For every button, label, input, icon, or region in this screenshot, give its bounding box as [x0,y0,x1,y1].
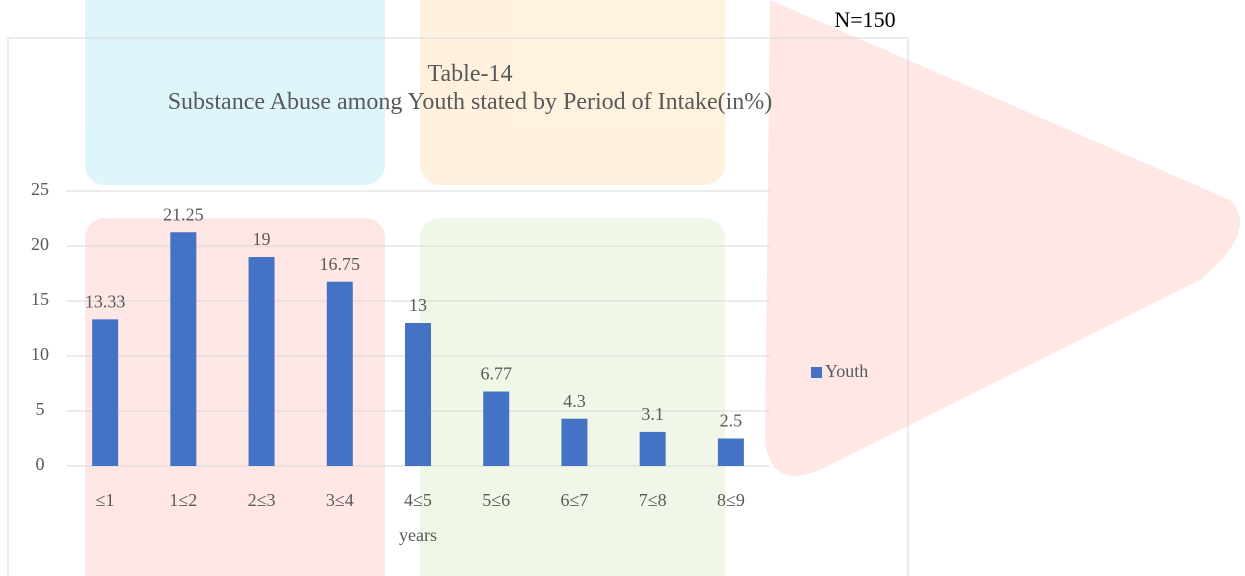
x-tick-label: 6≤7 [560,490,588,510]
x-axis-label: years [399,525,437,545]
data-label: 19 [253,229,271,249]
data-label: 3.1 [641,404,664,424]
x-tick-label: 7≤8 [639,490,667,510]
bar [92,319,118,466]
data-label: 2.5 [720,411,743,431]
y-tick-label: 15 [31,289,49,309]
bar [640,432,666,466]
bar [249,257,275,466]
x-tick-label: 4≤5 [404,490,432,510]
annotation: N=150 [834,7,895,32]
x-tick-label: 8≤9 [717,490,745,510]
x-tick-label: 3≤4 [326,490,354,510]
data-label: 4.3 [563,391,586,411]
titles: Table-14 Substance Abuse among Youth sta… [150,60,790,116]
x-tick-label: 1≤2 [169,490,197,510]
data-label: 16.75 [320,254,361,274]
bar [718,439,744,467]
data-label: 6.77 [480,364,512,384]
x-tick-label: ≤1 [96,490,115,510]
data-label: 13.33 [85,291,126,311]
bar [561,419,587,466]
y-tick-label: 0 [36,454,45,474]
legend-label: Youth [825,361,868,381]
legend-swatch [811,367,822,378]
bar [327,282,353,466]
x-tick-label: 2≤3 [248,490,276,510]
y-tick-label: 20 [31,234,49,254]
data-label: 13 [409,295,427,315]
x-tick-label: 5≤6 [482,490,510,510]
data-label: 21.25 [163,204,204,224]
y-tick-label: 25 [31,179,49,199]
y-tick-label: 5 [36,399,45,419]
bar [405,323,431,466]
bar [483,392,509,466]
y-tick-label: 10 [31,344,49,364]
chart-title: Table-14 [150,60,790,88]
page: N=150 years 0 5 10 15 20 25 ≤1 1≤2 2≤3 3≤4 4≤5 5≤6 6… [0,0,1245,576]
chart-subtitle: Substance Abuse among Youth stated by Pe… [150,88,790,116]
bar [170,232,196,466]
